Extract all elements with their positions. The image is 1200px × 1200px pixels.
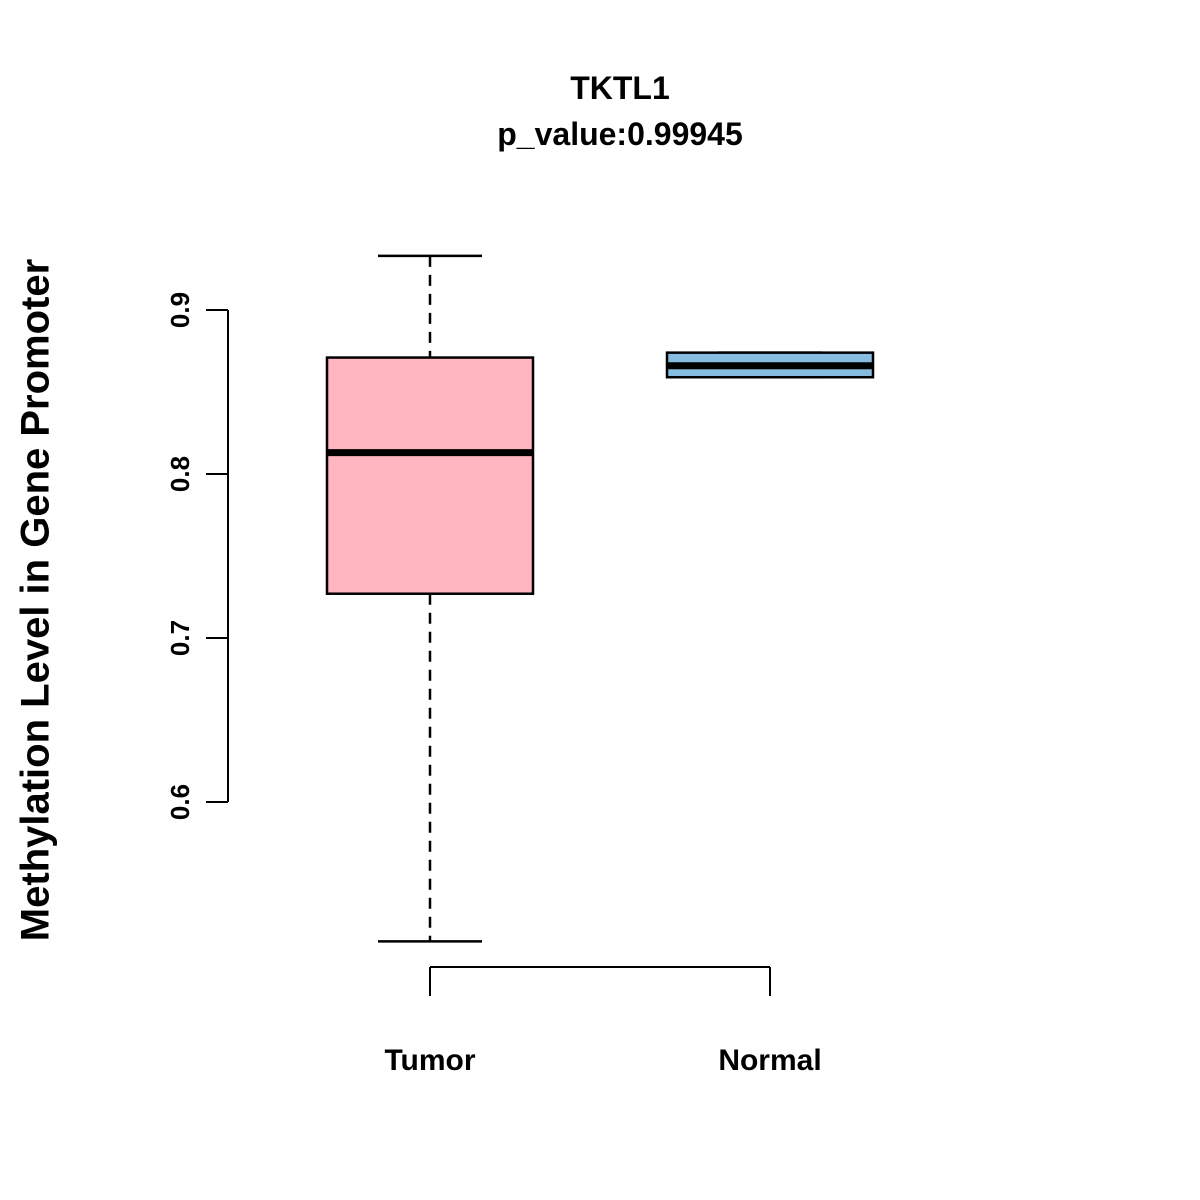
y-tick-label: 0.9 [165, 292, 195, 328]
x-category-label-normal: Normal [718, 1044, 821, 1077]
chart-subtitle: p_value:0.99945 [497, 116, 743, 152]
x-category-label-tumor: Tumor [384, 1044, 475, 1077]
y-tick-label: 0.6 [165, 784, 195, 820]
tumor-box [325, 356, 535, 595]
y-tick-label: 0.7 [165, 620, 195, 656]
y-tick-label: 0.8 [165, 456, 195, 492]
chart-title: TKTL1 [570, 70, 670, 106]
